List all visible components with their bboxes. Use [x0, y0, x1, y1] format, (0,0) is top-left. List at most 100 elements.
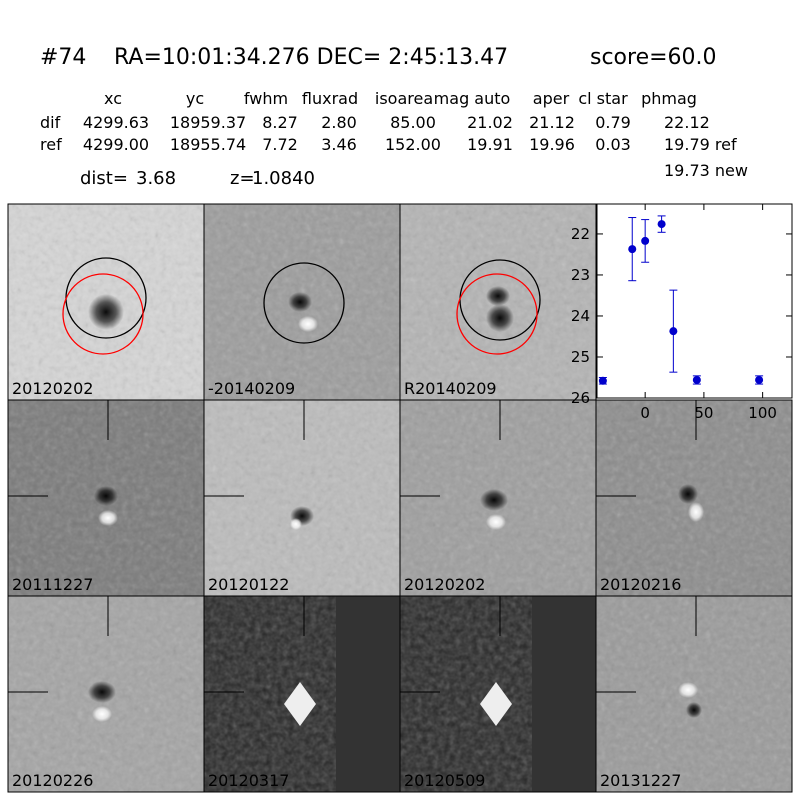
stamp: 20120509	[399, 595, 597, 793]
stamp: 20111227	[7, 399, 205, 597]
stamp-label: 20120226	[12, 771, 93, 790]
stamp: 20120317	[203, 595, 401, 793]
extra-note: 19.73 new	[664, 161, 748, 180]
row-label: dif	[40, 113, 61, 132]
table-cell: 8.27	[262, 113, 298, 132]
y-tick-label: 25	[571, 348, 590, 366]
source	[98, 510, 118, 526]
column-header: mag auto	[434, 89, 511, 108]
aperture	[456, 273, 538, 355]
stamp-label: 20120202	[12, 379, 93, 398]
stamp-label: 20131227	[600, 771, 681, 790]
source	[284, 682, 316, 726]
source	[88, 294, 124, 330]
table-cell: 19.91	[467, 135, 513, 154]
data-point	[755, 375, 764, 384]
light-curve: 22 23 24 25 26 0 50 100	[571, 203, 793, 422]
data-point	[657, 220, 666, 229]
stamp: R20140209	[399, 203, 597, 401]
table-cell: 19.79 ref	[664, 135, 737, 154]
stamp-label: R20140209	[404, 379, 497, 398]
stamp: 20120226	[7, 595, 205, 793]
column-header: fwhm	[244, 89, 288, 108]
table-cell: 21.12	[529, 113, 575, 132]
stamp-label: 20111227	[12, 575, 93, 594]
y-tick-label: 22	[571, 225, 590, 243]
table-cell: 18959.37	[170, 113, 246, 132]
stamp: 20120216	[595, 399, 793, 597]
source	[678, 682, 698, 698]
table-cell: 3.46	[321, 135, 357, 154]
table-cell: 4299.00	[83, 135, 149, 154]
source	[288, 292, 312, 312]
source	[290, 518, 302, 530]
aperture	[263, 262, 345, 344]
source	[678, 484, 698, 504]
stamp-label: 20120317	[208, 771, 289, 790]
source	[92, 706, 112, 722]
stamp-grid: 20120202 -20140209 R20140209 20111227 201201…	[7, 203, 793, 793]
x-tick-label: 100	[748, 404, 777, 422]
column-header: fluxrad	[302, 89, 358, 108]
source	[486, 514, 506, 530]
info-value: 1.0840	[252, 168, 315, 189]
y-tick-label: 24	[571, 307, 590, 325]
source	[298, 316, 318, 332]
stamp: -20140209	[203, 203, 401, 401]
table-cell: 0.03	[595, 135, 631, 154]
source	[480, 489, 508, 511]
table-cell: 4299.63	[83, 113, 149, 132]
source	[480, 682, 512, 726]
source	[486, 304, 514, 332]
column-header: xc	[104, 89, 122, 108]
stamp-noise	[204, 400, 400, 596]
stamp-label: -20140209	[208, 379, 295, 398]
info-label: z=	[230, 168, 255, 189]
y-tick-label: 26	[571, 389, 590, 407]
x-tick-label: 50	[694, 404, 713, 422]
data-point	[692, 375, 701, 384]
coordinates: RA=10:01:34.276 DEC= 2:45:13.47	[114, 45, 508, 70]
score: score=60.0	[590, 45, 717, 70]
stamp-frame	[595, 595, 793, 793]
table-cell: 22.12	[664, 113, 710, 132]
source	[486, 286, 510, 306]
table-cell: 21.02	[467, 113, 513, 132]
stamp-label: 20120216	[600, 575, 681, 594]
stamp-label: 20120122	[208, 575, 289, 594]
stamp-mask	[336, 596, 400, 792]
data-point	[641, 236, 650, 245]
stamp: 20120202	[399, 399, 597, 597]
column-header: isoarea	[375, 89, 433, 108]
stamp: 20131227	[595, 595, 793, 793]
source	[94, 486, 118, 506]
info-value: 3.68	[136, 168, 176, 189]
data-point	[598, 376, 607, 385]
column-header: yc	[186, 89, 204, 108]
table-cell: 0.79	[595, 113, 631, 132]
stamp-noise	[400, 596, 532, 792]
row-label: ref	[40, 135, 62, 154]
info-label: dist=	[80, 168, 128, 189]
table-cell: 2.80	[321, 113, 357, 132]
column-header: phmag	[641, 89, 697, 108]
stamp-mask	[532, 596, 596, 792]
table-cell: 19.96	[529, 135, 575, 154]
aperture	[62, 273, 144, 355]
stamp-label: 20120202	[404, 575, 485, 594]
source	[688, 502, 704, 522]
table-cell: 7.72	[262, 135, 298, 154]
column-header: aper	[533, 89, 570, 108]
source	[686, 702, 702, 718]
table-cell: 152.00	[385, 135, 441, 154]
stamp: 20120202	[7, 203, 205, 401]
data-point	[669, 327, 678, 336]
stamp: 20120122	[203, 399, 401, 597]
column-header: cl star	[578, 89, 628, 108]
x-tick-label: 0	[640, 404, 650, 422]
plot-area	[596, 203, 793, 399]
stamp-noise	[204, 596, 336, 792]
stamp-label: 20120509	[404, 771, 485, 790]
candidate-id: #74	[40, 45, 86, 70]
